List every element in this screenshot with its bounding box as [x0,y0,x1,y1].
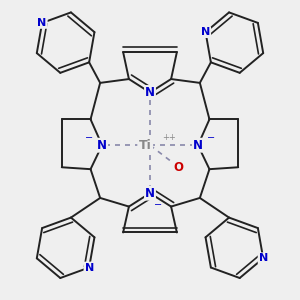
Text: −: − [207,134,215,143]
Text: N: N [85,262,94,272]
Text: N: N [97,139,107,152]
Text: N: N [38,18,47,28]
Text: N: N [193,139,203,152]
Text: N: N [201,27,210,37]
Text: −: − [154,200,162,210]
Text: N: N [259,253,268,263]
Text: Ti: Ti [139,139,152,152]
Text: O: O [174,161,184,174]
Text: N: N [145,187,155,200]
Text: −: − [85,134,93,143]
Text: N: N [145,86,155,99]
Text: ++: ++ [162,133,176,142]
